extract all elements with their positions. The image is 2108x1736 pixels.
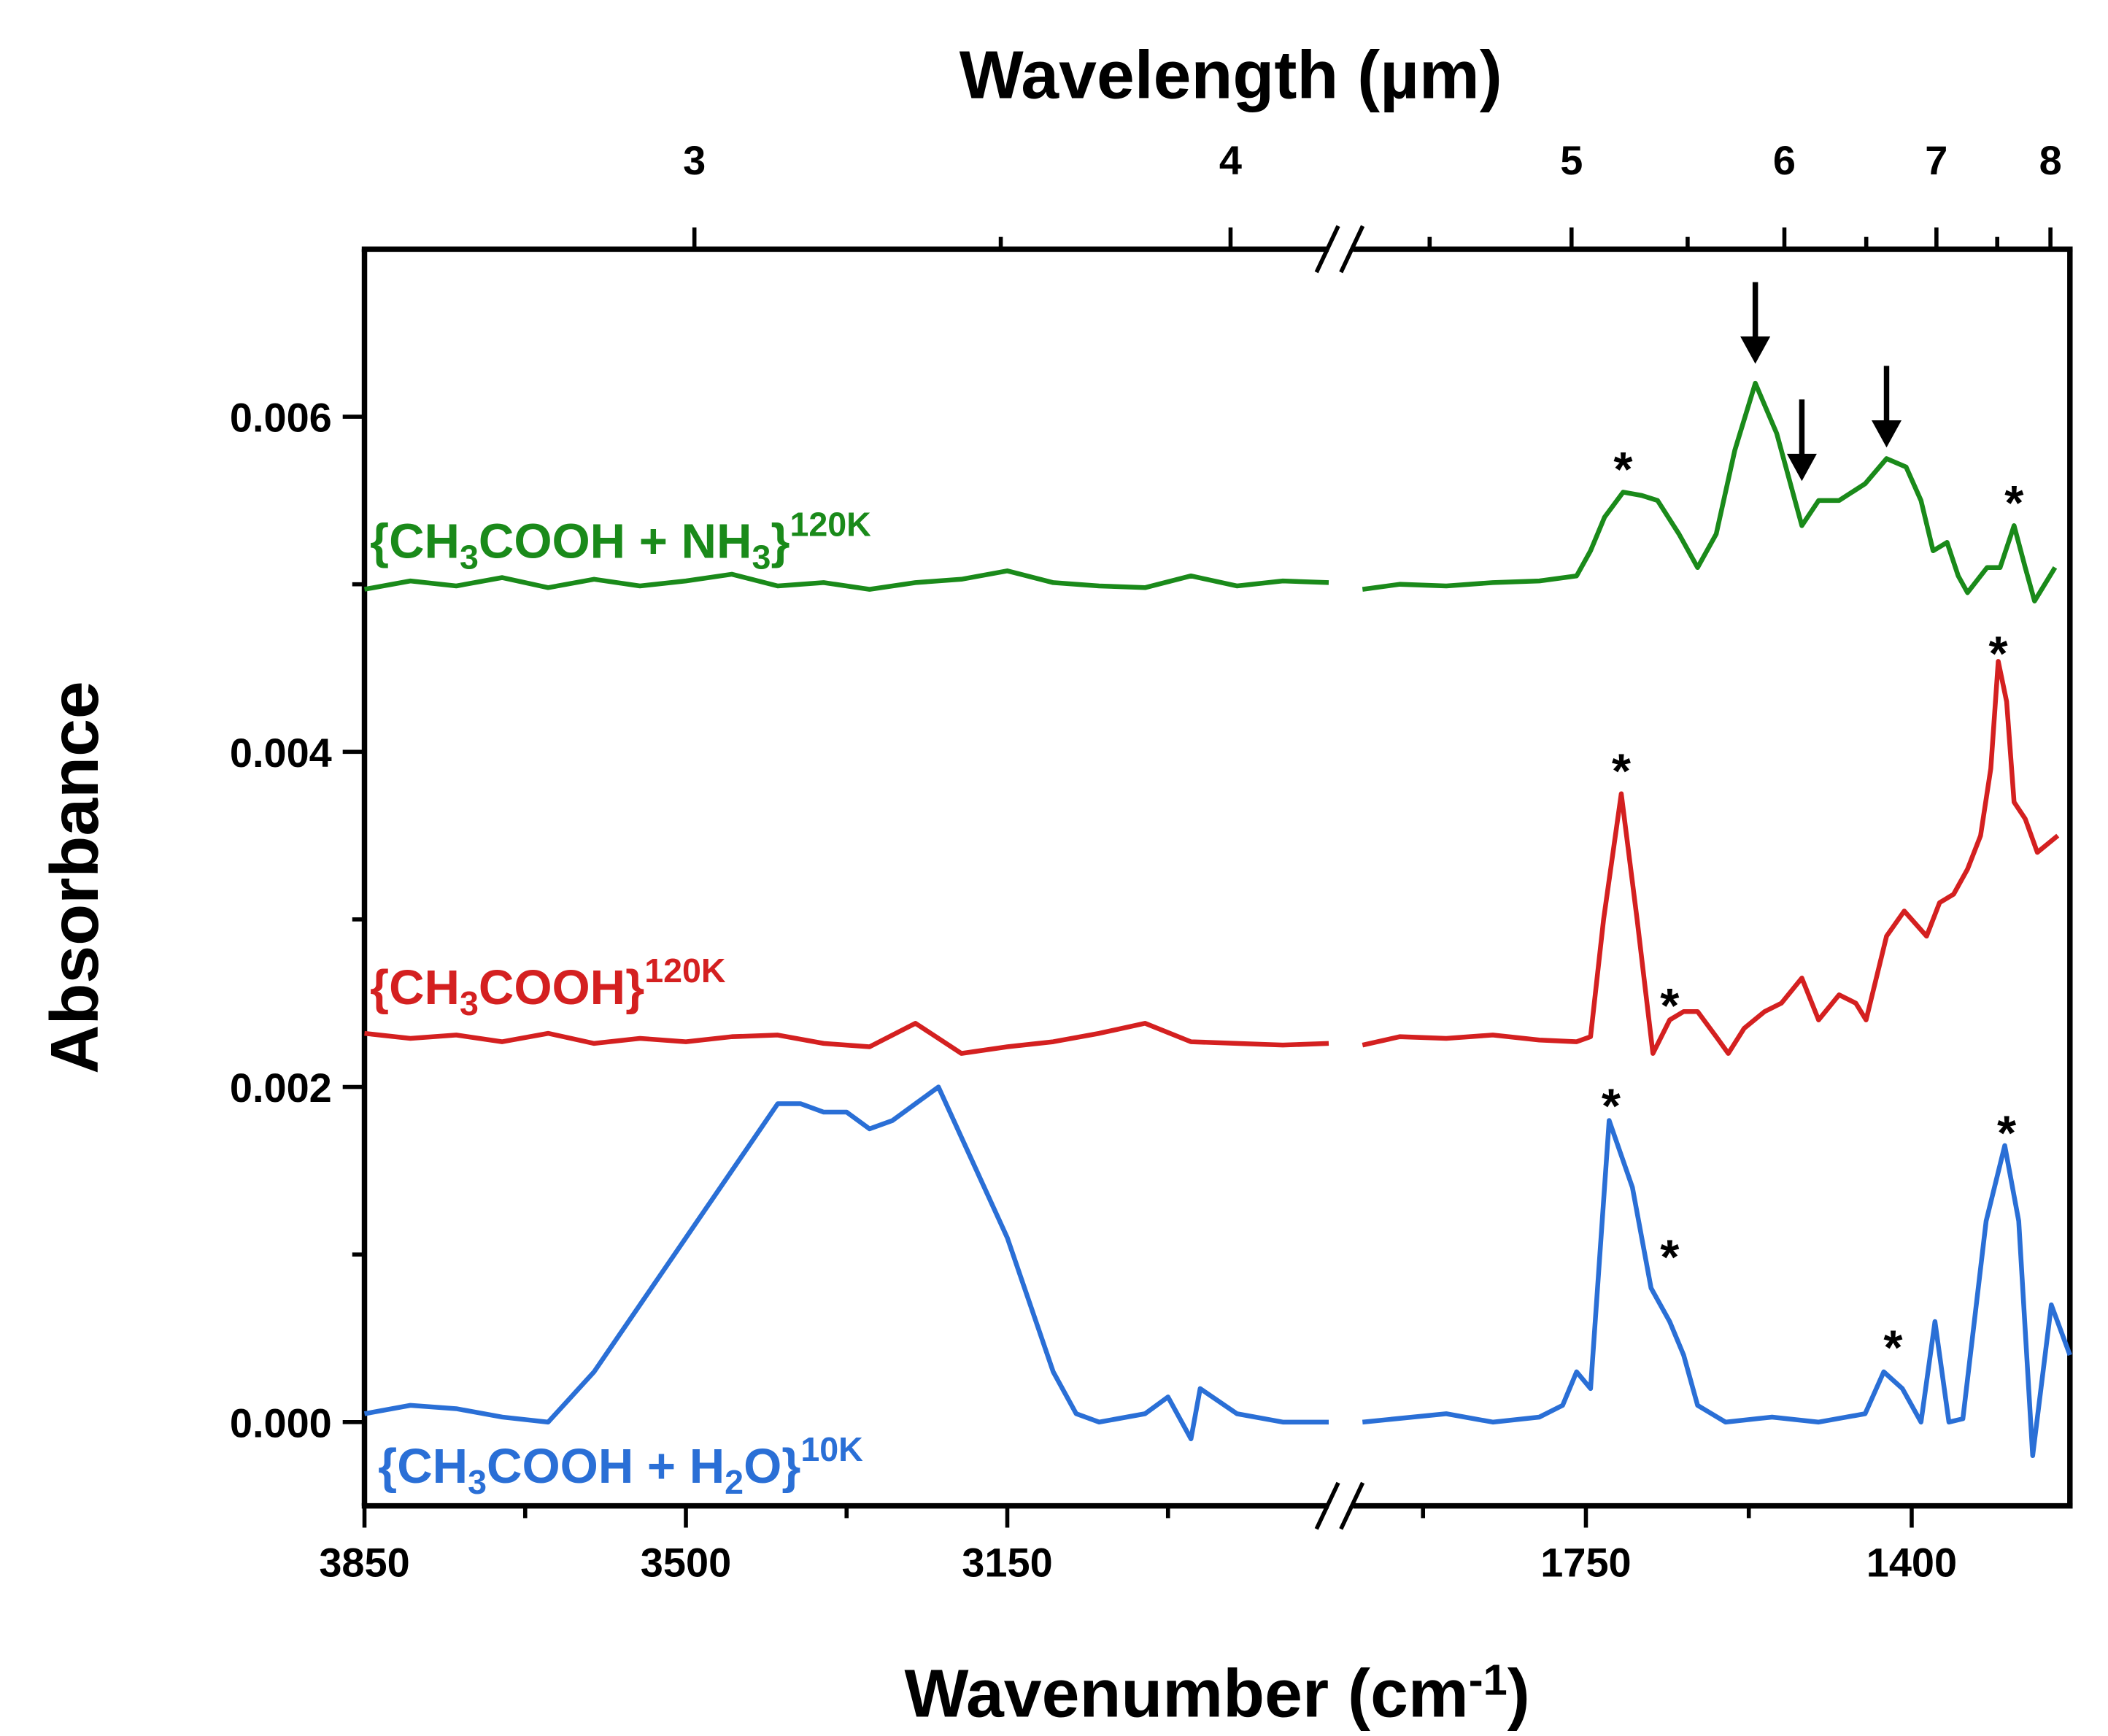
x2-tick-label: 5 xyxy=(1560,137,1583,183)
text-part: } xyxy=(771,514,789,569)
top-axis-title: Wavelength (µm) xyxy=(960,37,1502,113)
spectrum-line xyxy=(363,380,2058,603)
text-part: 120K xyxy=(644,952,726,989)
text-part: {CH xyxy=(378,1439,468,1494)
peak-asterisk: * xyxy=(2004,476,2024,531)
peak-asterisk: * xyxy=(1660,1230,1680,1284)
x-tick-label: 1400 xyxy=(1866,1540,1957,1586)
text-part: {CH xyxy=(370,960,460,1015)
peak-asterisk: * xyxy=(1997,1106,2017,1160)
text-part: COOH + H xyxy=(487,1439,725,1494)
x2-tick-label: 8 xyxy=(2039,137,2062,183)
x2-tick-label: 4 xyxy=(1219,137,1242,183)
text-part: 3 xyxy=(460,984,479,1022)
peak-arrow-head xyxy=(1740,336,1771,364)
x-tick-label: 1750 xyxy=(1540,1540,1631,1586)
y-tick-label: 0.002 xyxy=(230,1065,332,1111)
y-axis-title: Absorbance xyxy=(36,681,112,1074)
text-part: {CH xyxy=(370,514,460,569)
peak-arrow-head xyxy=(1872,420,1902,448)
break-mark xyxy=(1339,1481,1365,1530)
text-part: O} xyxy=(744,1439,800,1494)
x2-tick-label: 3 xyxy=(683,137,706,183)
peak-asterisk: * xyxy=(1660,979,1680,1033)
peak-asterisk: * xyxy=(1883,1320,1903,1375)
text-part: COOH} xyxy=(479,960,644,1015)
text-part: 120K xyxy=(789,506,871,544)
text-part: -1 xyxy=(1469,1656,1507,1705)
x-axis-title: Wavenumber (cm-1) xyxy=(904,1656,1529,1732)
text-part: 3 xyxy=(460,538,479,576)
series-label: {CH3COOH}120K xyxy=(370,952,726,1022)
x2-tick-label: 7 xyxy=(1925,137,1947,183)
x-tick-label: 3850 xyxy=(319,1540,409,1586)
x2-tick-label: 6 xyxy=(1773,137,1796,183)
break-mark xyxy=(1314,225,1340,274)
text-part: COOH + NH xyxy=(479,514,752,569)
series-label: {CH3COOH + NH3}120K xyxy=(370,506,871,576)
peak-asterisk: * xyxy=(1602,1079,1621,1134)
x-tick-label: 3150 xyxy=(962,1540,1052,1586)
break-mark xyxy=(1314,1481,1340,1530)
x-tick-label: 3500 xyxy=(641,1540,731,1586)
peak-asterisk: * xyxy=(1612,744,1632,798)
y-tick-label: 0.004 xyxy=(230,730,332,776)
text-part: 10K xyxy=(800,1430,863,1468)
spectrum-line xyxy=(363,1084,2072,1459)
series-label: {CH3COOH + H2O}10K xyxy=(378,1430,863,1501)
text-part: ) xyxy=(1507,1656,1530,1732)
break-mark xyxy=(1339,225,1365,274)
y-tick-label: 0.006 xyxy=(230,395,332,441)
spectrum-line xyxy=(364,659,2060,1056)
peak-asterisk: * xyxy=(1989,627,2009,682)
y-tick-label: 0.000 xyxy=(230,1400,332,1446)
text-part: 3 xyxy=(468,1463,487,1501)
peak-asterisk: * xyxy=(1613,442,1633,497)
text-part: 3 xyxy=(752,538,771,576)
text-part: 2 xyxy=(725,1463,744,1501)
text-part: Wavenumber (cm xyxy=(904,1656,1468,1732)
peak-arrow-head xyxy=(1786,453,1817,482)
